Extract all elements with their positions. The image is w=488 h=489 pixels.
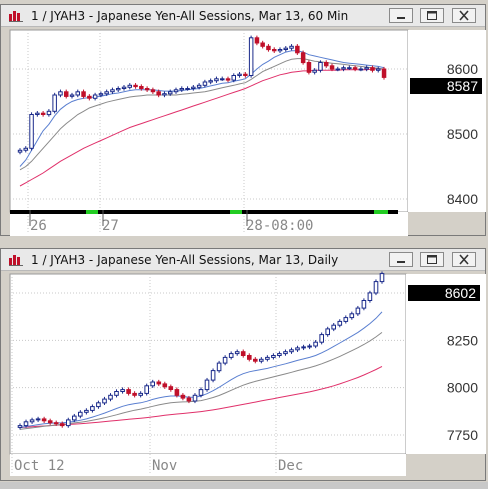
title-bar[interactable]: 1 / JYAH3 - Japanese Yen-All Sessions, M… (1, 249, 485, 271)
chart-window-60min: 1 / JYAH3 - Japanese Yen-All Sessions, M… (0, 4, 486, 236)
maximize-button[interactable] (420, 8, 444, 23)
title-bar[interactable]: 1 / JYAH3 - Japanese Yen-All Sessions, M… (1, 5, 485, 27)
chart-window-daily: 1 / JYAH3 - Japanese Yen-All Sessions, M… (0, 248, 486, 481)
status-strip (0, 482, 488, 489)
chart-app-icon (9, 11, 23, 22)
maximize-button[interactable] (420, 252, 444, 267)
close-button[interactable] (452, 252, 476, 267)
window-title: 1 / JYAH3 - Japanese Yen-All Sessions, M… (31, 253, 339, 267)
window-title: 1 / JYAH3 - Japanese Yen-All Sessions, M… (31, 9, 349, 23)
chart-app-icon (9, 255, 23, 266)
close-button[interactable] (452, 8, 476, 23)
minimize-button[interactable] (389, 252, 413, 267)
minimize-button[interactable] (389, 8, 413, 23)
